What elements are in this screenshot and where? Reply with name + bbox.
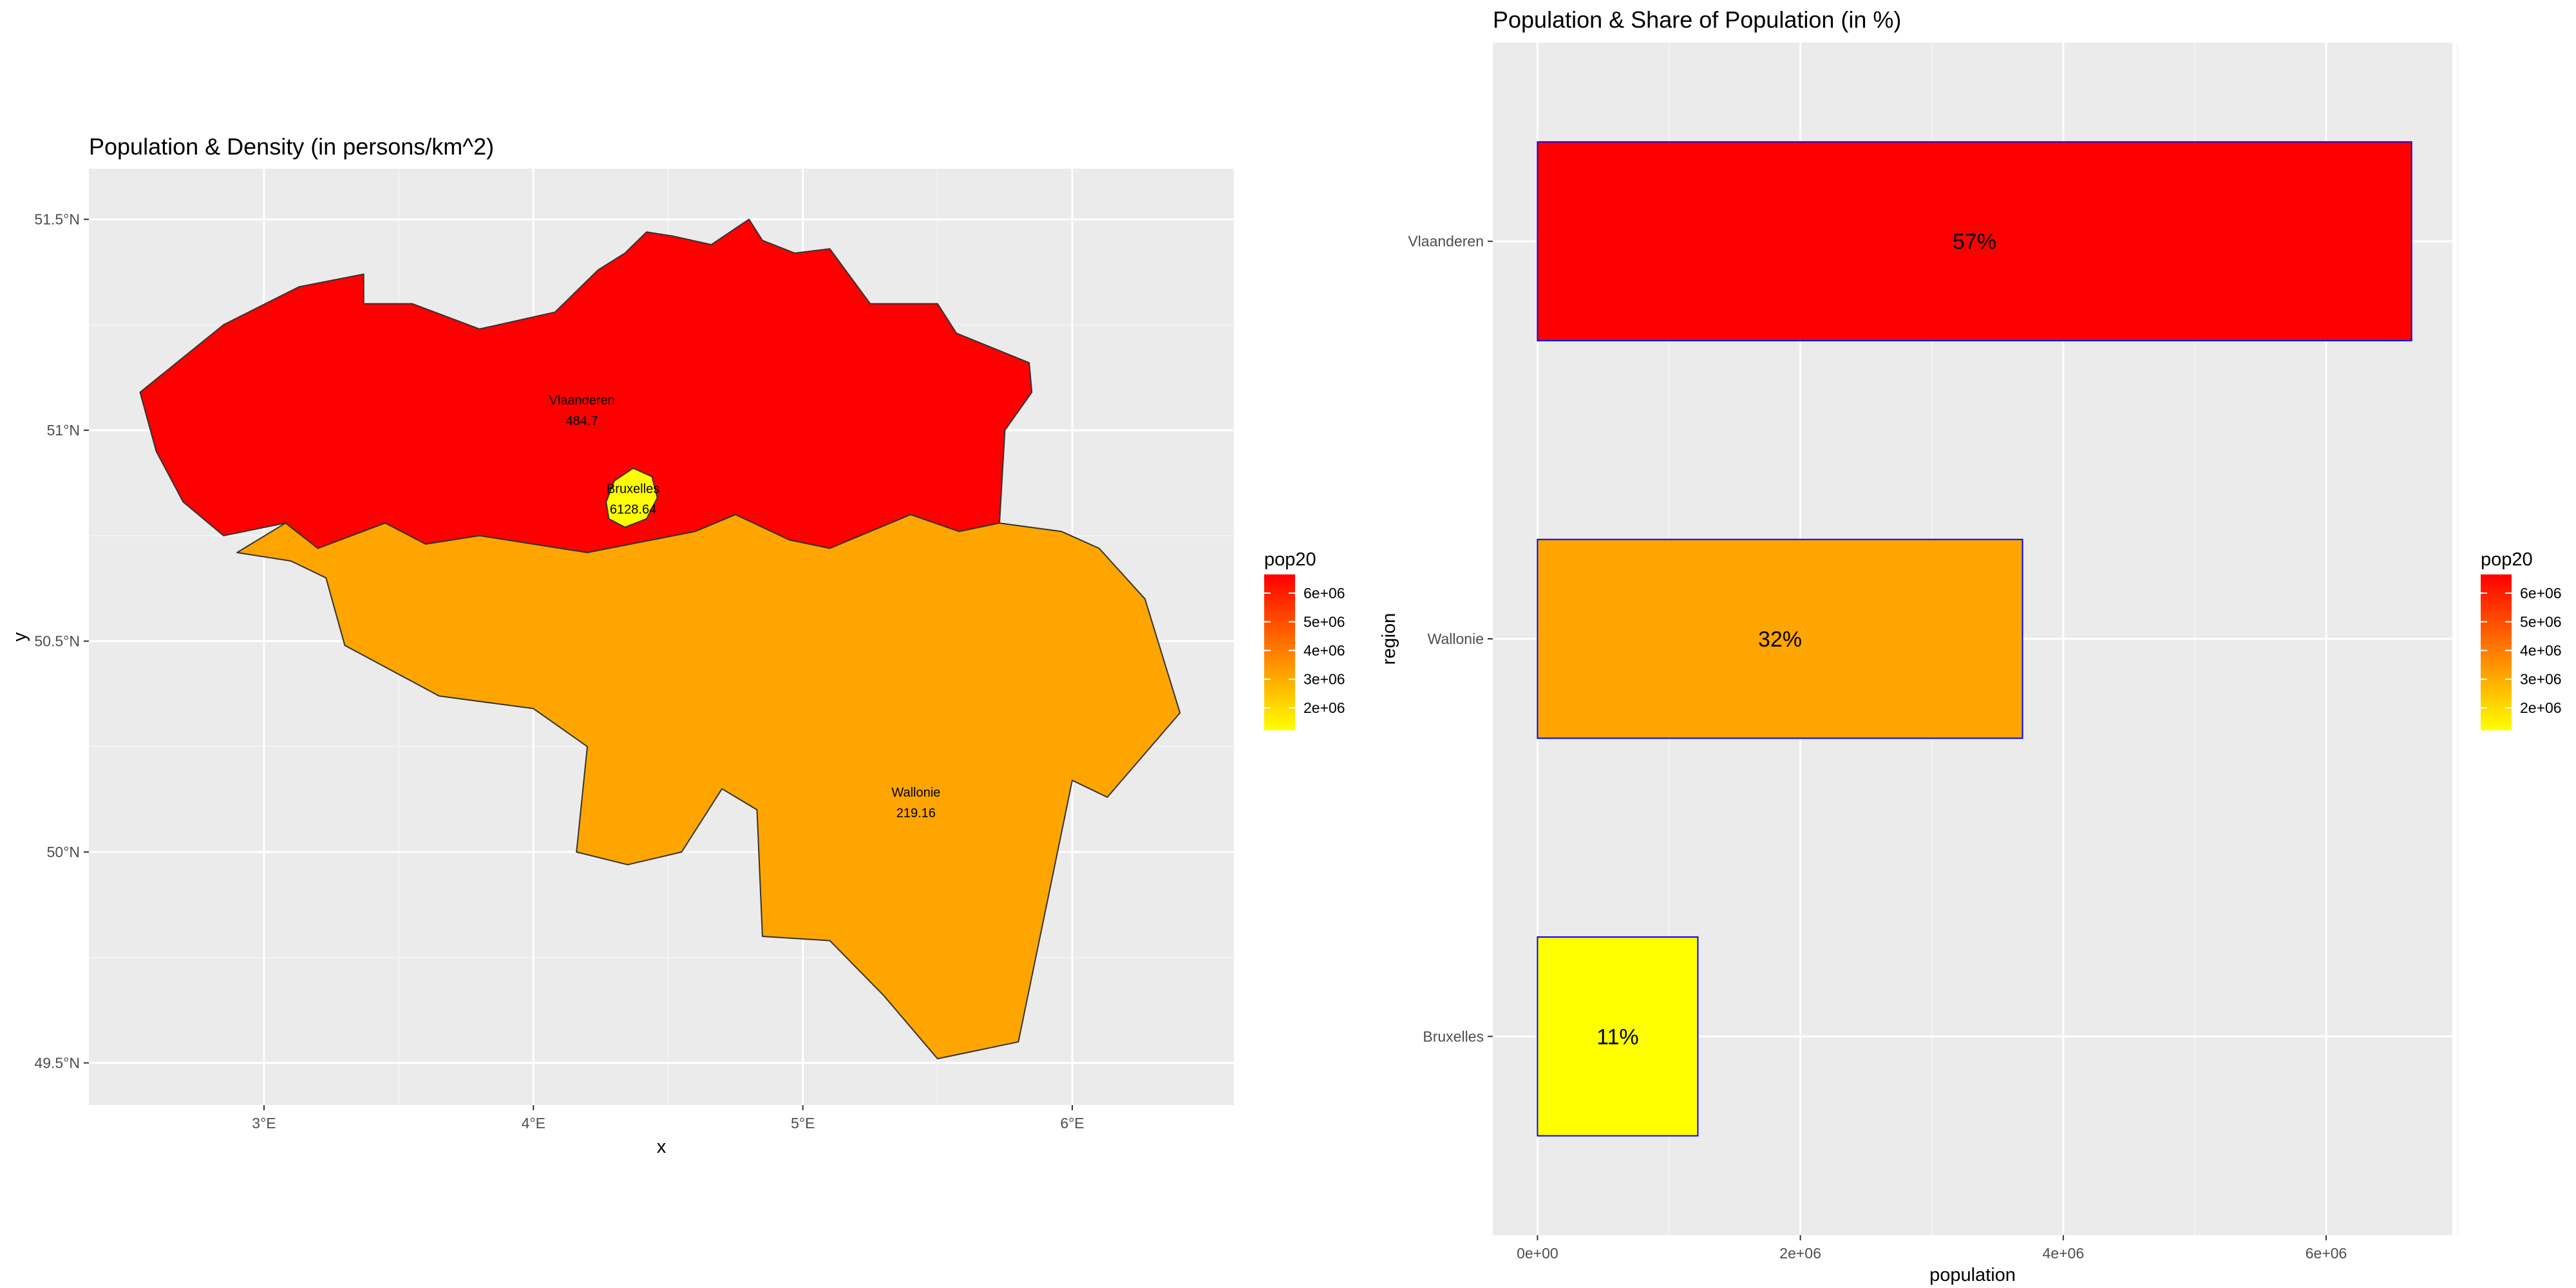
bar-legend-tick-label: 3e+06 xyxy=(2520,671,2562,688)
bar-y-tick-label: Bruxelles xyxy=(1423,1028,1484,1045)
region-density-label: 219.16 xyxy=(896,806,936,820)
bar-vlaanderen xyxy=(1537,141,2412,341)
bar-share-label: 11% xyxy=(1596,1025,1639,1049)
bar-bars xyxy=(1537,141,2412,1137)
bar-x-ticks: 0e+00 2e+06 4e+06 6e+06 xyxy=(1517,1235,2347,1262)
region-name-label: Bruxelles xyxy=(607,482,659,496)
map-y-tick-label: 50.5°N xyxy=(34,633,80,650)
bar-x-axis-title: population xyxy=(1929,1265,2016,1285)
bar-legend: pop20 6e+06 5e+06 4e+06 3e+06 2e+06 xyxy=(2481,549,2562,730)
map-y-tick-label: 51.5°N xyxy=(34,211,80,228)
map-legend-tick-label: 2e+06 xyxy=(1303,699,1345,716)
map-y-tick-label: 50°N xyxy=(47,844,80,860)
map-y-axis-title: y xyxy=(10,632,30,641)
map-y-tick-label: 49.5°N xyxy=(34,1055,80,1072)
region-wallonie xyxy=(236,514,1181,1059)
map-panel: Population & Density (in persons/km^2) V… xyxy=(10,133,1345,1157)
bar-legend-tick-label: 6e+06 xyxy=(2520,585,2562,601)
map-legend-tick-label: 6e+06 xyxy=(1303,585,1345,601)
map-legend-tick-label: 5e+06 xyxy=(1303,614,1345,630)
bar-y-tick-label: Vlaanderen xyxy=(1408,233,1484,250)
region-bruxelles xyxy=(605,468,658,528)
map-legend: pop20 6e+06 5e+06 4e+06 3e+06 2e+06 xyxy=(1264,549,1345,730)
map-region-labels: Vlaanderen 484.7 Wallonie 219.16 Bruxelles 61… xyxy=(549,393,940,820)
bar-bruxelles xyxy=(1537,936,1699,1137)
map-legend-title: pop20 xyxy=(1264,549,1316,570)
region-density-label: 6128.64 xyxy=(610,502,656,516)
bar-panel: Population & Share of Population (in %) … xyxy=(1379,6,2562,1285)
region-name-label: Vlaanderen xyxy=(549,393,614,408)
bar-x-tick-label: 6e+06 xyxy=(2306,1245,2347,1262)
bar-x-tick-label: 4e+06 xyxy=(2043,1245,2085,1262)
region-density-label: 484.7 xyxy=(566,414,598,428)
bar-share-label: 32% xyxy=(1758,627,1802,652)
map-legend-tick-label: 3e+06 xyxy=(1303,671,1345,688)
map-x-tick-label: 5°E xyxy=(791,1115,815,1132)
bar-legend-tick-label: 5e+06 xyxy=(2520,614,2562,630)
map-x-tick-label: 4°E xyxy=(522,1115,545,1132)
bar-x-tick-label: 0e+00 xyxy=(1517,1245,1558,1262)
map-title: Population & Density (in persons/km^2) xyxy=(89,133,494,160)
map-regions xyxy=(139,218,1181,1059)
map-x-tick-label: 3°E xyxy=(252,1115,276,1132)
bar-wallonie xyxy=(1537,538,2023,739)
bar-value-labels: 11% 32% 57% xyxy=(1596,230,1996,1050)
map-x-ticks: 3°E 4°E 5°E 6°E xyxy=(252,1105,1084,1132)
map-legend-ticks: 6e+06 5e+06 4e+06 3e+06 2e+06 xyxy=(1264,585,1345,716)
map-y-tick-label: 51°N xyxy=(47,422,80,439)
bar-y-axis-title: region xyxy=(1379,613,1399,665)
bar-legend-ticks: 6e+06 5e+06 4e+06 3e+06 2e+06 xyxy=(2481,585,2562,716)
bar-y-tick-label: Wallonie xyxy=(1428,630,1484,647)
bar-y-ticks: Bruxelles Wallonie Vlaanderen xyxy=(1408,233,1493,1045)
map-y-ticks: 49.5°N 50°N 50.5°N 51°N 51.5°N xyxy=(34,211,89,1072)
map-legend-tick-label: 4e+06 xyxy=(1303,642,1345,659)
bar-legend-tick-label: 2e+06 xyxy=(2520,699,2562,716)
region-name-label: Wallonie xyxy=(891,786,940,800)
bar-share-label: 57% xyxy=(1953,230,1996,254)
bar-legend-tick-label: 4e+06 xyxy=(2520,642,2562,659)
map-x-axis-title: x xyxy=(657,1137,667,1157)
bar-title: Population & Share of Population (in %) xyxy=(1493,6,1901,33)
map-legend-colorbar xyxy=(1264,574,1295,730)
map-x-tick-label: 6°E xyxy=(1060,1115,1084,1132)
bar-x-tick-label: 2e+06 xyxy=(1779,1245,1821,1262)
bar-legend-title: pop20 xyxy=(2481,549,2533,570)
bar-legend-colorbar xyxy=(2481,574,2512,730)
